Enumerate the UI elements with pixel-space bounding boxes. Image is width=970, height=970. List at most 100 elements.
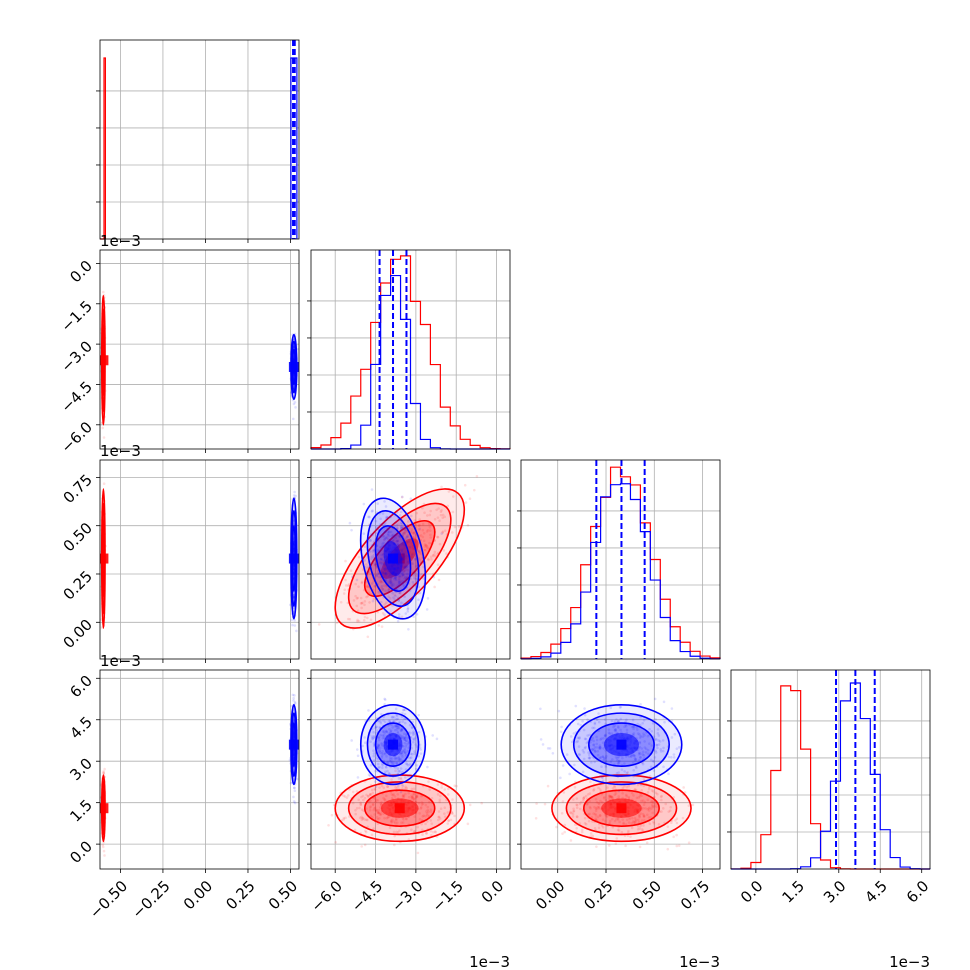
scatter-point <box>433 550 437 554</box>
scatter-point <box>397 581 401 584</box>
scatter-point <box>376 538 380 542</box>
scatter-point <box>353 828 357 832</box>
scatter-point <box>402 794 406 798</box>
scatter-point <box>394 756 397 760</box>
scatter-point <box>410 787 414 791</box>
scatter-point <box>656 732 660 735</box>
scatter-point <box>637 751 641 755</box>
scatter-point <box>619 717 623 721</box>
scatter-point <box>620 830 624 834</box>
scatter-point <box>366 616 369 620</box>
scatter-point <box>416 851 420 855</box>
scatter-point <box>435 508 438 512</box>
scatter-point <box>408 730 411 734</box>
scatter-point <box>629 835 632 838</box>
scatter-point <box>389 819 393 823</box>
scatter-point <box>389 578 392 581</box>
scatter-point <box>403 741 407 745</box>
scatter-point <box>372 736 376 739</box>
scatter-point <box>393 598 397 602</box>
scatter-point <box>402 531 406 535</box>
scatter-point <box>412 531 415 535</box>
scatter-point <box>440 532 444 535</box>
scatter-point <box>330 813 334 817</box>
scatter-point <box>351 790 355 794</box>
scatter-point <box>406 575 409 579</box>
scatter-point <box>295 777 299 781</box>
scatter-point <box>367 773 371 777</box>
scatter-point <box>374 562 377 566</box>
scatter-point <box>398 514 402 517</box>
scatter-point <box>407 795 411 799</box>
scatter-point <box>377 766 380 769</box>
scatter-point <box>379 600 383 604</box>
scatter-point <box>386 785 389 788</box>
scatter-point <box>394 536 398 540</box>
scatter-point <box>440 485 443 489</box>
scatter-point <box>412 615 415 619</box>
scatter-point <box>380 754 384 758</box>
scatter-point <box>646 791 650 794</box>
scatter-point <box>450 811 454 815</box>
scatter-point <box>381 512 385 515</box>
scatter-point <box>400 548 404 552</box>
scatter-point <box>618 820 621 824</box>
scatter-point <box>585 803 589 806</box>
scatter-point <box>602 747 605 750</box>
scatter-panel-3-1 <box>327 697 483 855</box>
scatter-point <box>642 803 646 807</box>
scatter-point <box>396 544 400 547</box>
scatter-point <box>621 786 625 790</box>
scatter-point <box>582 757 586 761</box>
scatter-point <box>628 817 632 821</box>
scatter-point <box>404 612 408 615</box>
scatter-point <box>372 827 375 830</box>
scatter-point <box>436 535 440 539</box>
scatter-point <box>396 785 400 788</box>
scatter-point <box>402 584 406 588</box>
scatter-point <box>403 747 407 751</box>
scatter-point <box>608 794 611 798</box>
scatter-point <box>617 720 621 723</box>
scatter-point <box>572 809 576 813</box>
scatter-point <box>572 798 575 801</box>
scatter-point <box>649 765 653 769</box>
scatter-point <box>365 563 368 566</box>
scatter-point <box>593 721 597 725</box>
scatter-point <box>371 791 375 795</box>
scatter-point <box>428 788 432 791</box>
scatter-point <box>377 743 381 747</box>
scatter-point <box>385 794 388 798</box>
scatter-point <box>393 720 396 723</box>
scatter-point <box>377 736 380 739</box>
scatter-point <box>388 573 392 576</box>
scatter-point <box>397 758 401 762</box>
scatter-point <box>587 751 590 754</box>
panel-2-0 <box>100 460 299 659</box>
scatter-point <box>411 795 414 799</box>
scatter-point <box>363 736 366 739</box>
scatter-panel-3-2 <box>534 697 695 851</box>
scatter-point <box>404 776 407 779</box>
scatter-point <box>595 738 599 742</box>
scatter-point <box>406 568 410 572</box>
scatter-point <box>292 795 295 799</box>
scatter-point <box>334 840 338 844</box>
scatter-point <box>592 812 595 815</box>
scatter-point <box>351 801 355 805</box>
scatter-point <box>593 805 596 809</box>
scatter-point <box>395 728 399 731</box>
scatter-point <box>397 534 401 538</box>
scatter-point <box>430 796 434 800</box>
scatter-point <box>399 757 403 761</box>
scatter-point <box>604 798 608 802</box>
scatter-point <box>632 732 636 735</box>
scatter-point <box>372 548 376 552</box>
scatter-point <box>373 563 377 567</box>
scatter-point <box>430 557 433 561</box>
scatter-point <box>559 776 562 780</box>
scatter-point <box>392 830 396 834</box>
scatter-point <box>387 532 390 536</box>
scatter-point <box>427 558 430 562</box>
scatter-point <box>457 525 461 528</box>
